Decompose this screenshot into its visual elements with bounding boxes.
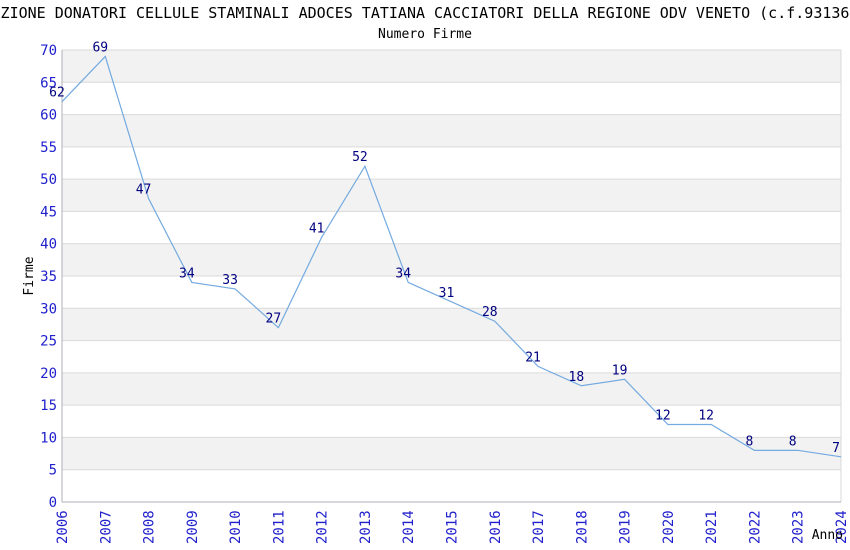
data-point-label: 18 [569,370,585,385]
data-point-label: 34 [395,266,411,281]
y-tick-label: 50 [40,172,57,188]
y-tick-label: 0 [49,495,57,511]
x-tick-label: 2019 [618,510,634,544]
y-tick-label: 70 [40,43,57,59]
grid-band [62,437,841,470]
y-tick-label: 10 [40,430,57,446]
x-tick-label: 2020 [661,510,677,544]
data-point-label: 52 [352,150,368,165]
data-point-label: 19 [612,363,628,378]
grid-band [62,308,841,341]
y-tick-label: 60 [40,108,57,124]
x-tick-label: 2014 [401,510,417,544]
data-point-label: 8 [789,434,797,449]
x-tick-label: 2006 [55,510,71,544]
y-axis-label: Firme [22,256,37,295]
x-tick-label: 2016 [488,510,504,544]
data-point-label: 69 [92,40,108,55]
y-tick-label: 55 [40,140,57,156]
x-tick-label: 2011 [271,510,287,544]
y-tick-label: 20 [40,366,57,382]
data-point-label: 21 [525,350,541,365]
y-tick-label: 25 [40,334,57,350]
grid-band [62,114,841,147]
grid-band [62,50,841,83]
x-tick-label: 2022 [747,510,763,544]
x-tick-label: 2012 [315,510,331,544]
x-tick-label: 2024 [834,510,850,544]
data-point-label: 27 [266,312,282,327]
x-axis-label: Anno [812,528,843,543]
y-tick-label: 30 [40,301,57,317]
x-tick-label: 2021 [704,510,720,544]
chart-subtitle: Numero Firme [378,27,472,42]
data-point-label: 34 [179,266,195,281]
grid-band [62,179,841,212]
y-tick-label: 35 [40,269,57,285]
y-tick-label: 65 [40,75,57,91]
data-point-label: 12 [655,409,671,424]
x-tick-label: 2015 [445,510,461,544]
chart-title: AZIONE DONATORI CELLULE STAMINALI ADOCES… [0,4,850,22]
x-tick-label: 2017 [531,510,547,544]
y-tick-label: 5 [49,463,57,479]
x-tick-label: 2007 [98,510,114,544]
x-tick-label: 2018 [574,510,590,544]
x-tick-label: 2013 [358,510,374,544]
x-tick-label: 2023 [791,510,807,544]
data-point-label: 47 [136,183,152,198]
data-point-label: 7 [832,441,840,456]
y-tick-label: 15 [40,398,57,414]
x-tick-label: 2010 [228,510,244,544]
x-tick-label: 2008 [142,510,158,544]
data-point-label: 41 [309,221,325,236]
data-line [61,55,842,458]
grid-band [62,243,841,276]
data-point-label: 31 [439,286,455,301]
data-point-label: 62 [49,86,65,101]
data-point-label: 12 [698,409,714,424]
y-tick-label: 45 [40,204,57,220]
x-tick-label: 2009 [185,510,201,544]
data-point-label: 28 [482,305,498,320]
y-tick-label: 40 [40,237,57,253]
grid-band [62,372,841,406]
data-point-label: 33 [222,273,238,288]
data-point-label: 8 [746,434,754,449]
